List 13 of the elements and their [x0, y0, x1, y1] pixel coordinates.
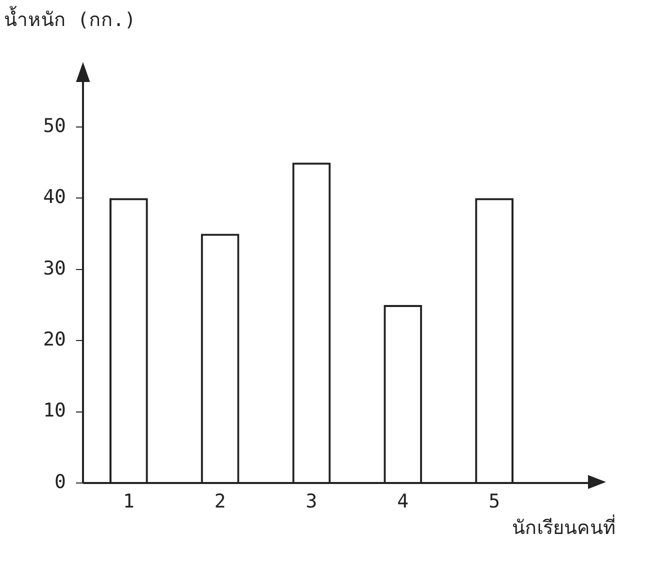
- y-axis-title: น้ำหนัก (กก.): [4, 4, 136, 33]
- y-tick-label: 40: [43, 186, 66, 208]
- x-tick-label: 2: [214, 490, 226, 512]
- x-tick-label: 3: [306, 490, 318, 512]
- y-tick-label: 20: [43, 328, 66, 351]
- y-tick-label: 0: [54, 470, 66, 493]
- x-tick-label: 5: [488, 490, 500, 512]
- x-axis-title: นักเรียนคนที่: [512, 514, 616, 541]
- x-tick-label: 4: [397, 490, 409, 512]
- x-tick-label: 1: [122, 490, 134, 512]
- y-tick-label: 30: [43, 257, 66, 280]
- y-tick-label: 50: [43, 114, 66, 137]
- y-tick-label: 10: [43, 400, 66, 422]
